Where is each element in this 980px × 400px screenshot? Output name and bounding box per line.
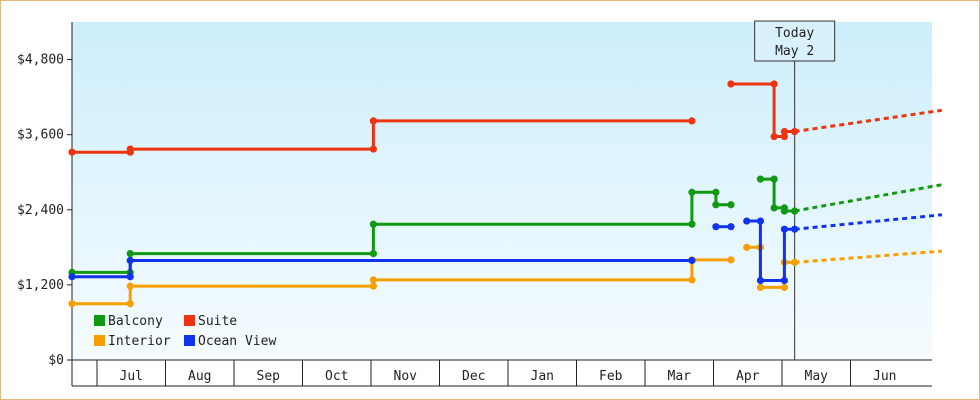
data-point-balcony <box>369 220 377 228</box>
data-point-ocean-view <box>743 217 751 225</box>
data-point-ocean-view <box>780 276 789 285</box>
data-point-balcony <box>688 188 696 196</box>
today-box <box>754 20 836 62</box>
data-point-interior <box>791 258 799 266</box>
data-point-balcony <box>688 220 696 228</box>
x-tick-label: Nov <box>394 369 418 384</box>
legend-item-balcony: Balcony <box>94 314 163 329</box>
legend-swatch-balcony <box>94 315 105 326</box>
data-point-ocean-view <box>780 225 789 233</box>
legend-swatch-suite <box>184 315 195 326</box>
y-tick-label: $2,400 <box>17 203 64 218</box>
today-date: May 2 <box>775 44 814 59</box>
data-point-suite <box>369 145 377 153</box>
x-tick-label: Oct <box>325 369 348 384</box>
data-point-balcony <box>126 249 134 258</box>
legend: Balcony Suite Interior Ocean View <box>94 314 276 349</box>
legend-swatch-ocean-view <box>184 335 195 346</box>
x-tick-label: Jan <box>531 369 554 384</box>
data-point-suite <box>770 80 778 88</box>
data-point-balcony <box>712 201 720 209</box>
data-point-interior <box>780 283 789 291</box>
data-point-ocean-view <box>688 256 696 265</box>
data-point-suite <box>770 132 778 141</box>
x-axis: Jul Aug Sep Oct Nov Dec Jan Feb Mar Apr May Jun <box>71 359 932 387</box>
today-marker: Today May 2 <box>754 20 836 360</box>
y-tick-label: $0 <box>48 353 64 368</box>
legend-label-ocean-view: Ocean View <box>198 334 276 349</box>
data-point-interior <box>68 300 76 308</box>
data-point-balcony <box>727 201 735 209</box>
series-line-ocean-view <box>72 259 692 279</box>
data-point-balcony <box>712 188 720 196</box>
series-line-balcony <box>794 183 943 213</box>
x-tick-label: Jun <box>873 369 896 384</box>
x-tick-label: Apr <box>736 369 760 384</box>
legend-item-ocean-view: Ocean View <box>184 334 276 349</box>
legend-swatch-interior <box>94 335 105 346</box>
data-point-suite <box>369 117 377 125</box>
y-tick-label: $1,200 <box>17 278 64 293</box>
y-tick-label: $3,600 <box>17 128 64 143</box>
series-line-ocean-view <box>794 213 943 231</box>
data-point-suite <box>780 132 789 141</box>
data-point-balcony <box>369 249 377 258</box>
plot-background <box>72 22 932 360</box>
x-tick-label: Dec <box>462 369 485 384</box>
y-axis: $0 $1,200 $2,400 $3,600 $4,800 <box>17 22 73 368</box>
legend-label-interior: Interior <box>108 334 171 349</box>
legend-label-balcony: Balcony <box>108 314 163 329</box>
series-line-suite <box>72 119 692 154</box>
data-point-ocean-view <box>727 223 735 231</box>
data-point-interior <box>126 282 134 290</box>
data-point-interior <box>369 276 377 284</box>
data-point-interior <box>369 282 377 290</box>
data-point-interior <box>727 256 735 264</box>
data-point-interior <box>126 300 134 308</box>
data-point-suite <box>126 145 134 153</box>
x-tick-label: Mar <box>668 369 692 384</box>
x-tick-label: May <box>805 369 829 384</box>
series-line-suite <box>794 108 943 133</box>
data-point-ocean-view <box>126 273 134 281</box>
series-line-interior <box>794 249 943 264</box>
x-tick-label: Aug <box>188 369 211 384</box>
data-point-ocean-view <box>712 223 720 231</box>
series-layer <box>68 80 943 308</box>
data-point-interior <box>756 283 765 291</box>
data-point-suite <box>727 80 735 88</box>
legend-item-suite: Suite <box>184 314 237 329</box>
data-point-suite <box>780 127 789 136</box>
legend-item-interior: Interior <box>94 334 171 349</box>
data-point-ocean-view <box>756 276 765 285</box>
data-point-balcony <box>780 207 789 215</box>
data-point-ocean-view <box>756 217 765 225</box>
data-point-balcony <box>756 175 765 183</box>
x-tick-label: Sep <box>257 369 281 384</box>
data-point-balcony <box>770 175 778 183</box>
data-point-ocean-view <box>791 225 799 233</box>
data-point-suite <box>688 117 696 125</box>
y-tick-label: $4,800 <box>17 53 64 68</box>
data-point-suite <box>68 148 76 156</box>
data-point-interior <box>743 243 751 251</box>
data-point-ocean-view <box>68 273 76 281</box>
data-point-ocean-view <box>126 256 134 265</box>
data-point-balcony <box>770 204 778 212</box>
legend-label-suite: Suite <box>198 314 237 329</box>
today-label: Today <box>775 26 814 41</box>
x-tick-label: Feb <box>599 369 623 384</box>
data-point-interior <box>688 276 696 284</box>
x-tick-label: Jul <box>120 369 143 384</box>
